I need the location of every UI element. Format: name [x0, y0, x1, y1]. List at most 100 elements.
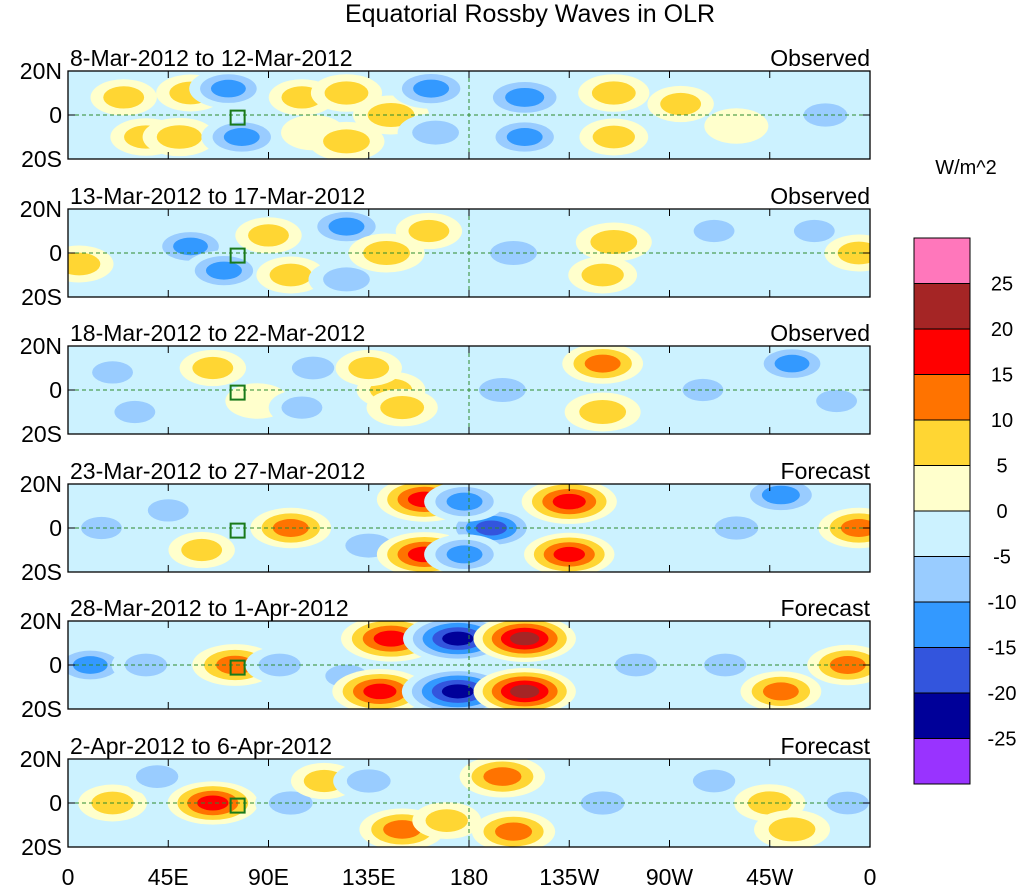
anomaly-feature: [473, 668, 576, 709]
panels: 20N 0 20S 8-Mar-2012 to 12-Mar-2012 Observed…: [20, 45, 871, 860]
contour-level: [579, 400, 627, 424]
anomaly-feature: [306, 209, 387, 247]
y-tick-label: 20N: [20, 333, 62, 359]
panel-status: Forecast: [781, 458, 871, 484]
colorbar-label: -25: [988, 729, 1017, 751]
contour-level: [704, 108, 769, 144]
anomaly-feature: [669, 371, 737, 409]
contour-level: [135, 765, 179, 788]
anomaly-feature: [68, 245, 114, 283]
contour-level: [592, 125, 635, 149]
colorbar-label: -15: [988, 638, 1017, 660]
anomaly-feature: [679, 762, 749, 800]
contour-level: [114, 400, 156, 424]
contour-level: [80, 516, 122, 540]
x-tick-label: 180: [450, 864, 488, 890]
colorbar-label: -20: [988, 683, 1017, 705]
panel-date: 28-Mar-2012 to 1-Apr-2012: [70, 595, 349, 621]
anomaly-feature: [90, 79, 157, 116]
y-tick-label: 20S: [21, 146, 62, 172]
anomaly-feature: [308, 121, 385, 159]
anomaly-feature: [752, 346, 832, 384]
x-tick-label: 90W: [646, 864, 694, 890]
contour-level: [323, 267, 370, 292]
anomaly-feature: [397, 113, 474, 153]
reference-box: [229, 659, 246, 676]
x-tick-label: 45E: [148, 864, 189, 890]
anomaly-feature: [390, 71, 472, 109]
anomaly-feature: [310, 74, 383, 112]
reference-box: [229, 797, 246, 814]
contour-level: [761, 485, 800, 505]
contour-level: [793, 219, 835, 243]
anomaly-feature: [101, 393, 169, 431]
anomaly-feature: [680, 212, 748, 250]
y-tick-label: 20S: [21, 696, 62, 722]
map-panel: 20N 0 20S 28-Mar-2012 to 1-Apr-2012 Forecast: [20, 595, 871, 722]
contour-level: [324, 81, 369, 105]
x-axis: 0 45E 90E 135E 180 135W 90W 45W 0: [62, 864, 877, 890]
contour-level: [505, 87, 545, 107]
anomaly-feature: [480, 76, 569, 119]
contour-level: [380, 396, 425, 420]
contour-level: [248, 224, 289, 247]
contour-level: [413, 79, 450, 98]
anomaly-feature: [250, 507, 332, 549]
anomaly-feature: [704, 108, 769, 144]
colorbar-label: 15: [991, 365, 1013, 387]
anomaly-feature: [179, 349, 247, 387]
colorbar-swatch: [913, 510, 971, 557]
contour-level: [704, 653, 747, 677]
contour-level: [192, 356, 234, 380]
contour-level: [552, 493, 586, 510]
map-panel: 20N 0 20S 2-Apr-2012 to 6-Apr-2012 Forecast: [20, 733, 871, 860]
anomaly-feature: [690, 646, 760, 684]
anomaly-feature: [459, 759, 546, 798]
colorbar-swatch: [913, 374, 971, 421]
anomaly-feature: [395, 212, 463, 250]
contour-level: [197, 795, 229, 811]
anomaly-feature: [471, 811, 556, 847]
contour-level: [328, 217, 365, 236]
anomaly-feature: [564, 392, 641, 432]
x-tick-label: 135E: [342, 864, 396, 890]
anomaly-feature: [278, 349, 348, 387]
anomaly-feature: [578, 74, 650, 112]
y-tick-label: 20N: [20, 58, 62, 84]
colorbar-label: 10: [991, 410, 1013, 432]
colorbar-swatch: [913, 419, 971, 466]
contour-level: [323, 129, 370, 154]
map-panel: 20N 0 20S 23-Mar-2012 to 27-Mar-2012 Forecas…: [20, 458, 871, 585]
anomaly-feature: [168, 531, 235, 569]
x-tick-label: 0: [62, 864, 75, 890]
contour-level: [303, 769, 345, 793]
anomaly-feature: [122, 759, 192, 796]
anomaly-feature: [424, 534, 505, 572]
anomaly-feature: [781, 212, 848, 250]
contour-level: [156, 125, 203, 149]
contour-level: [269, 263, 312, 287]
y-tick-label: 20N: [20, 608, 62, 634]
colorbar-swatch: [913, 647, 971, 694]
colorbar: W/m^2 25 20 15 10 5 0 -5 -10 -15 -20 -25: [913, 157, 1017, 785]
anomaly-feature: [579, 118, 649, 156]
panel-status: Observed: [770, 183, 870, 209]
contour-level: [346, 769, 391, 793]
colorbar-swatch: [913, 738, 971, 785]
contour-level: [210, 79, 246, 98]
contour-level: [223, 128, 260, 146]
panel-date: 13-Mar-2012 to 17-Mar-2012: [70, 183, 365, 209]
chart-title: Equatorial Rossby Waves in OLR: [345, 0, 715, 28]
panel-date: 8-Mar-2012 to 12-Mar-2012: [70, 45, 353, 71]
y-tick-label: 0: [49, 377, 62, 403]
anomaly-feature: [424, 484, 505, 522]
anomaly-feature: [754, 809, 831, 847]
contour-level: [272, 519, 309, 537]
contour-level: [103, 86, 145, 109]
anomaly-feature: [412, 802, 482, 840]
contour-level: [442, 631, 474, 646]
map-panel: 20N 0 20S 18-Mar-2012 to 22-Mar-2012 Observe…: [20, 320, 871, 447]
anomaly-feature: [201, 116, 283, 158]
y-tick-label: 20S: [21, 834, 62, 860]
y-tick-label: 20S: [21, 559, 62, 585]
